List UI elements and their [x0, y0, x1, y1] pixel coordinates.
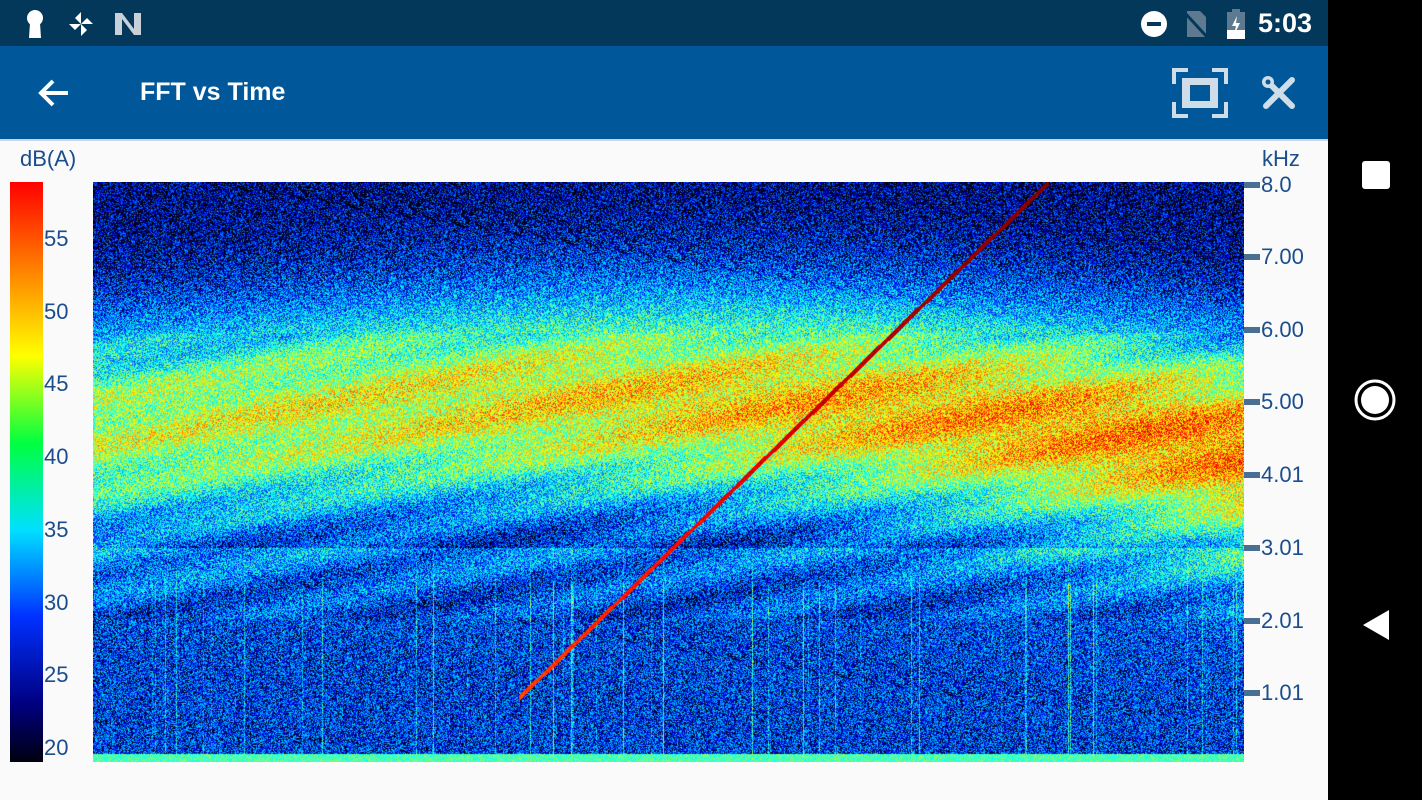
y-tick-mark — [1244, 399, 1260, 405]
clock: 5:03 — [1258, 8, 1313, 38]
colorbar-tick-label: 25 — [44, 662, 69, 688]
y-axis-label: kHz — [1262, 146, 1300, 171]
spectrogram-panel: dB(A) kHz 55 50 45 40 35 30 25 20 8.0 7.00 6.00 5.… — [0, 139, 1328, 800]
no-sim-icon — [1183, 11, 1209, 39]
fullscreen-icon[interactable] — [1172, 68, 1228, 118]
page-title: FFT vs Time — [140, 78, 286, 106]
y-tick-label: 6.00 — [1261, 317, 1304, 342]
y-tick-mark — [1244, 690, 1260, 696]
y-tick-label: 7.00 — [1261, 244, 1304, 269]
back-button[interactable] — [36, 76, 72, 110]
colorbar-tick-label: 30 — [44, 589, 69, 615]
colorbar-label: dB(A) — [20, 146, 77, 171]
keyhole-icon — [27, 10, 43, 38]
do-not-disturb-icon — [1141, 11, 1167, 37]
y-tick-mark — [1244, 618, 1260, 624]
y-tick-label: 8.0 — [1261, 172, 1292, 197]
y-tick-mark — [1244, 327, 1260, 333]
y-tick-label: 4.01 — [1261, 462, 1304, 487]
app-bar: FFT vs Time — [0, 46, 1328, 139]
colorbar-tick-label: 55 — [44, 226, 69, 251]
tools-icon[interactable] — [1260, 74, 1298, 112]
n-logo-icon — [115, 13, 141, 35]
recents-button[interactable] — [1361, 160, 1391, 190]
colorbar-tick-label: 40 — [44, 444, 69, 470]
y-tick-mark — [1244, 254, 1260, 260]
pinwheel-icon — [69, 12, 93, 36]
navigation-bar — [1328, 0, 1422, 800]
y-tick-label: 5.00 — [1261, 389, 1304, 414]
home-button[interactable] — [1353, 378, 1397, 422]
colorbar-tick-label: 20 — [44, 734, 69, 760]
colorbar-tick-label: 50 — [44, 298, 69, 324]
y-tick-label: 1.01 — [1261, 680, 1304, 705]
y-tick-mark — [1244, 472, 1260, 478]
y-tick-mark — [1244, 182, 1260, 188]
colorbar-tick-label: 45 — [44, 371, 69, 397]
status-bar: 5:03 — [0, 0, 1328, 46]
battery-charging-icon — [1227, 9, 1245, 39]
y-tick-label: 2.01 — [1261, 608, 1304, 633]
nav-back-button[interactable] — [1361, 608, 1391, 642]
spectrogram-heatmap[interactable] — [93, 182, 1244, 762]
colorbar-tick-label: 35 — [44, 516, 69, 542]
y-tick-mark — [1244, 545, 1260, 551]
y-tick-label: 3.01 — [1261, 535, 1304, 560]
colorbar — [10, 182, 43, 762]
